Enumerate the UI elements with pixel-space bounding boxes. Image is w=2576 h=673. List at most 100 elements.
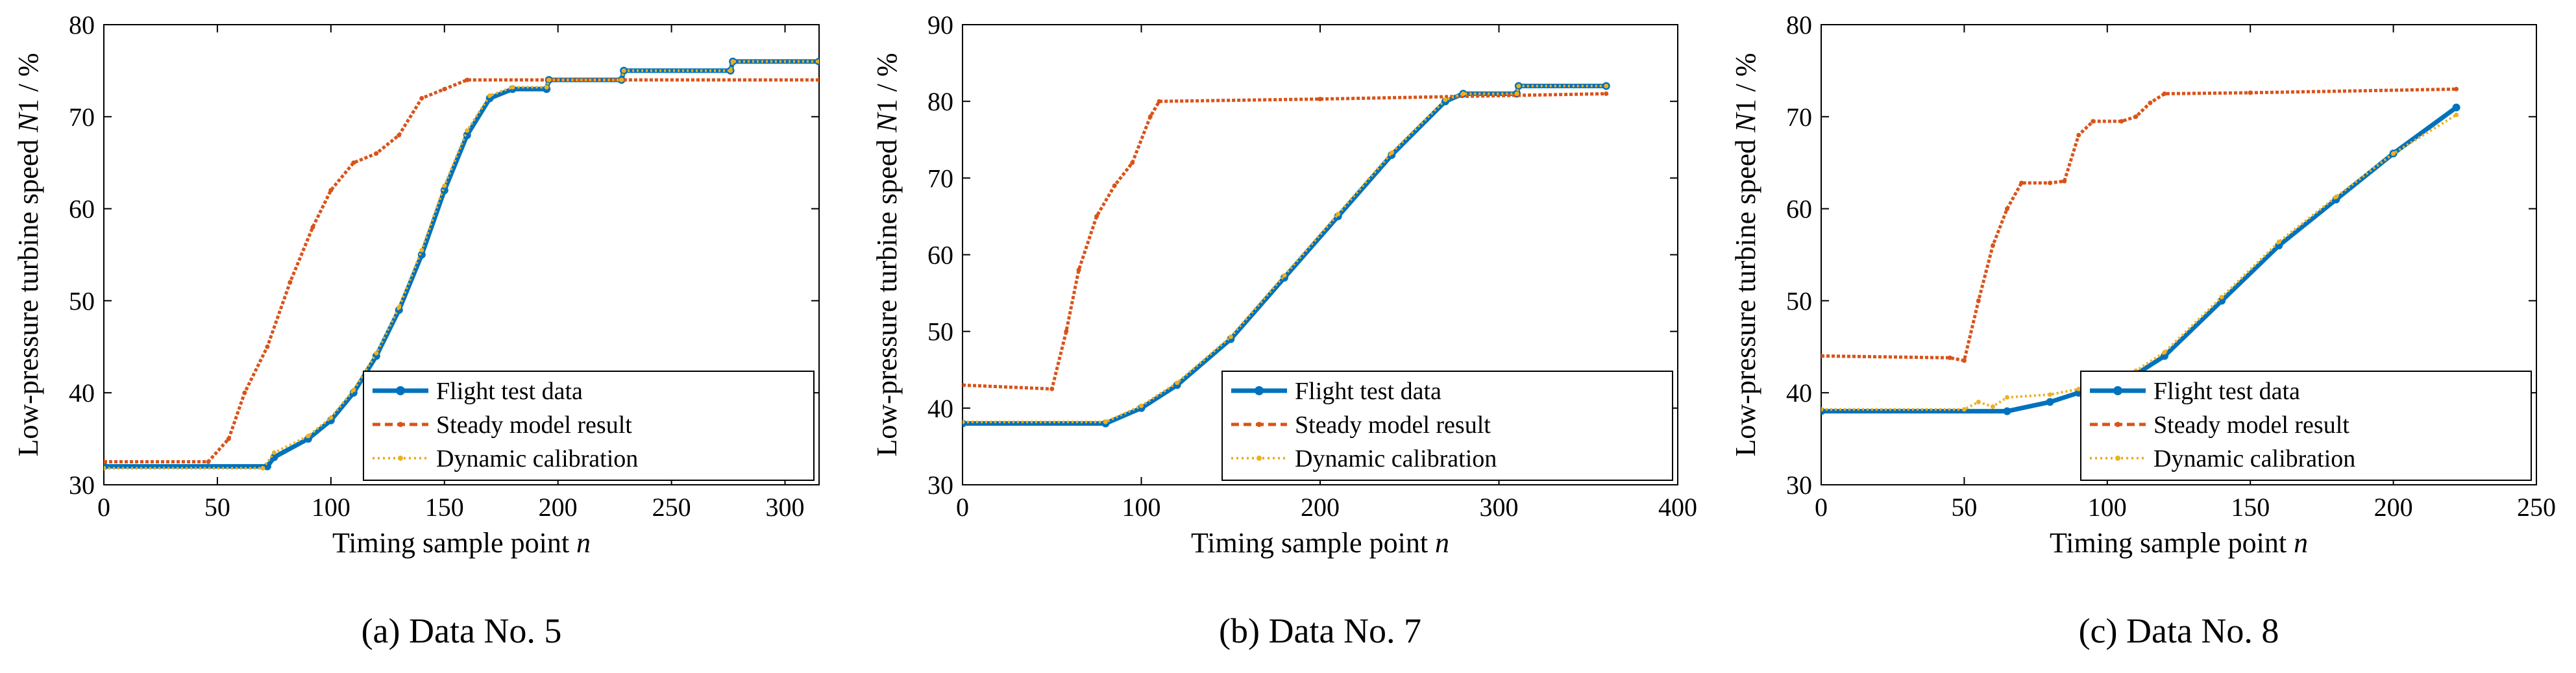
data-point-flight	[2218, 297, 2226, 305]
panel-caption: (a) Data No. 5	[362, 611, 562, 650]
data-point-steady	[2148, 101, 2153, 105]
x-tick-label: 300	[766, 493, 805, 522]
x-axis-title: Timing sample point n	[2050, 527, 2308, 559]
legend-box	[1221, 371, 1673, 481]
data-point-dynamic	[1976, 399, 1981, 404]
data-point-dynamic	[1961, 407, 1967, 412]
data-point-dynamic	[730, 59, 735, 64]
y-axis-title-post: 1 / %	[1730, 53, 1761, 114]
data-point-steady	[1157, 99, 1162, 104]
data-point-steady	[2133, 114, 2139, 119]
data-point-dynamic	[2048, 392, 2053, 397]
x-tick-label: 0	[1815, 493, 1828, 522]
series-line-dynamic	[1821, 114, 2457, 411]
data-point-dynamic	[271, 450, 276, 455]
data-point-dynamic	[544, 84, 549, 90]
x-tick-label: 200	[2374, 493, 2413, 522]
data-point-dynamic	[1139, 403, 1144, 408]
data-point-dynamic	[351, 387, 356, 393]
panel-caption: (c) Data No. 8	[2079, 611, 2279, 650]
series-group	[1821, 86, 2460, 415]
y-tick-label: 80	[69, 10, 95, 40]
x-axis-title-var: n	[576, 527, 591, 559]
data-point-flight	[463, 131, 471, 140]
data-point-steady	[310, 225, 315, 230]
panel-caption: (b) Data No. 7	[1219, 611, 1421, 650]
data-point-dynamic	[1443, 97, 1448, 103]
data-point-steady	[351, 160, 356, 165]
panel-b: 0 100 200 300 400 30 40 50 60 70 80 90 Timing sample…	[871, 10, 1697, 650]
x-tick-label: 150	[2231, 493, 2270, 522]
data-point-dynamic	[2162, 350, 2167, 355]
y-axis-title: Low-pressure turbine speed N1 / %	[871, 53, 903, 457]
y-axis-title-var: N	[12, 112, 44, 133]
legend-marker-flight	[2113, 386, 2122, 395]
data-point-dynamic	[328, 415, 334, 420]
data-point-steady	[397, 132, 402, 138]
x-axis-title-text: Timing sample point	[332, 527, 576, 559]
legend-label-dynamic: Dynamic calibration	[1295, 445, 1497, 472]
x-tick-label: 150	[425, 493, 464, 522]
data-point-dynamic	[546, 77, 552, 82]
y-axis-title: Low-pressure turbine speed N1 / %	[12, 53, 44, 457]
data-point-dynamic	[260, 466, 265, 471]
series-line-flight	[1821, 105, 2458, 414]
data-point-dynamic	[1175, 380, 1180, 385]
data-point-dynamic	[1460, 91, 1466, 96]
legend-marker-flight	[396, 386, 405, 395]
y-tick-label: 30	[1786, 471, 1812, 500]
data-point-steady	[1318, 97, 1323, 102]
plot-area-box	[103, 24, 820, 485]
data-point-dynamic	[374, 350, 379, 356]
data-point-steady	[2019, 180, 2024, 186]
data-point-steady	[206, 459, 211, 464]
series-group	[963, 82, 1610, 428]
data-point-steady	[288, 280, 293, 285]
data-point-flight	[417, 251, 426, 259]
y-tick-label: 30	[927, 471, 953, 500]
data-point-steady	[1130, 160, 1135, 165]
y-tick-label: 60	[1786, 195, 1812, 224]
data-point-steady	[1147, 114, 1153, 119]
y-axis-title-post: 1 / %	[12, 53, 44, 114]
data-point-steady	[1821, 354, 1824, 358]
legend-marker-steady	[398, 422, 403, 427]
data-point-dynamic	[1389, 150, 1394, 155]
y-axis-title-pre: Low-pressure turbine speed	[12, 132, 44, 457]
legend-label-dynamic: Dynamic calibration	[2153, 445, 2355, 472]
data-point-dynamic	[2276, 239, 2281, 245]
legend-label-flight: Flight test data	[436, 378, 583, 405]
x-tick-label: 250	[2517, 493, 2556, 522]
legend-marker-flight	[1255, 386, 1264, 395]
data-point-dynamic	[2391, 151, 2396, 156]
data-point-steady	[465, 77, 470, 82]
series-line-steady	[1821, 87, 2457, 363]
y-axis-title-var: N	[1730, 112, 1761, 133]
y-tick-label: 60	[69, 195, 95, 224]
x-tick-label: 100	[2088, 493, 2127, 522]
data-point-steady	[2162, 91, 2167, 96]
data-point-steady	[374, 151, 379, 156]
data-point-dynamic	[2333, 194, 2338, 199]
y-tick-label: 50	[927, 317, 953, 347]
x-tick-label: 250	[652, 493, 691, 522]
data-point-dynamic	[963, 419, 965, 424]
data-point-steady	[2062, 178, 2067, 184]
data-point-steady	[2005, 206, 2009, 212]
legend-marker-dynamic	[1257, 456, 1262, 461]
data-point-dynamic	[1821, 407, 1824, 412]
data-point-steady	[2048, 180, 2053, 186]
data-point-steady	[1064, 329, 1069, 334]
legend-label-steady: Steady model result	[2153, 411, 2349, 439]
x-tick-label: 100	[312, 493, 350, 522]
data-point-steady	[963, 382, 965, 387]
y-tick-label: 80	[1786, 10, 1812, 40]
legend-label-steady: Steady model result	[436, 411, 632, 439]
series-group	[104, 57, 819, 471]
data-point-flight	[2046, 398, 2054, 406]
data-point-dynamic	[2219, 295, 2224, 300]
data-point-dynamic	[728, 68, 733, 73]
data-point-dynamic	[397, 304, 402, 310]
y-tick-label: 40	[1786, 378, 1812, 408]
data-point-dynamic	[1228, 334, 1233, 339]
